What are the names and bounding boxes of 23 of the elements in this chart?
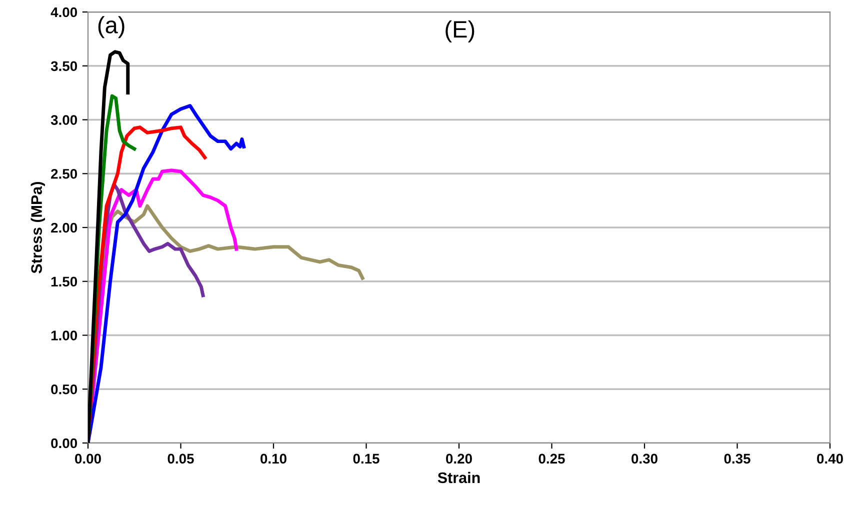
y-axis-title: Stress (MPa) — [30, 182, 45, 274]
x-tick-label: 0.10 — [260, 454, 286, 464]
line-series — [88, 104, 246, 443]
y-tick-label: 2.50 — [51, 168, 78, 179]
annotation: (a) — [98, 16, 124, 38]
x-tick-label: 0.40 — [817, 454, 843, 464]
y-tick-label: 1.00 — [51, 330, 78, 340]
x-tick-label: 0.00 — [75, 454, 101, 464]
y-tick-label: 1.50 — [51, 276, 78, 287]
x-tick-label: 0.15 — [353, 454, 380, 464]
y-tick-label: 3.50 — [50, 61, 78, 72]
y-tick-label: 0.00 — [51, 438, 78, 448]
y-tick-label: 2.00 — [51, 222, 78, 233]
x-tick-label: 0.20 — [446, 454, 472, 464]
y-tick-label: 0.50 — [51, 384, 78, 394]
x-tick-label: 0.25 — [538, 454, 565, 464]
x-tick-label: 0.05 — [168, 454, 194, 464]
x-tick-label: 0.35 — [724, 454, 750, 464]
y-tick-label: 3.00 — [50, 115, 78, 125]
x-axis-title: Strain — [438, 472, 480, 484]
y-tick-label: 4.00 — [50, 7, 78, 18]
annotation: (E) — [446, 20, 474, 42]
x-tick-label: 0.30 — [632, 454, 658, 464]
